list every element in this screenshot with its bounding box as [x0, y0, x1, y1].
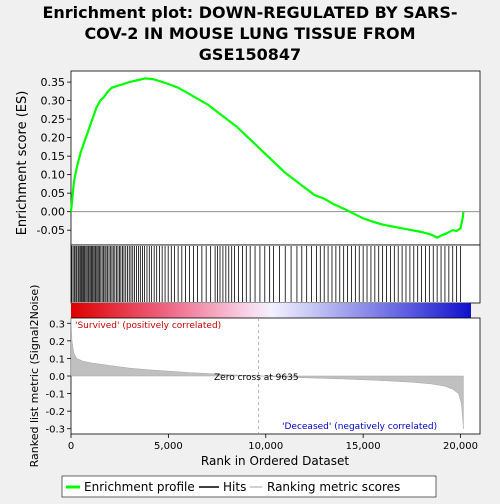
xtick-label: 15,000 — [346, 441, 381, 452]
chart-title-line-1: Enrichment plot: DOWN-REGULATED BY SARS- — [42, 3, 457, 22]
xtick-label: 0 — [68, 441, 74, 452]
es-ytick-label: 0.00 — [41, 206, 66, 219]
metric-ytick-label: 0.2 — [49, 337, 65, 348]
es-ytick-label: -0.05 — [37, 224, 65, 237]
es-layer: -0.05 0.00 0.05 0.10 0.15 0.20 0.25 0.30 0.35 — [37, 76, 480, 239]
es-line-enrichment-profile — [69, 77, 465, 239]
metric-ytick-label: 0.1 — [49, 354, 65, 365]
xtick-label: 20,000 — [443, 441, 478, 452]
hits-layer — [71, 246, 461, 302]
metric-ylabel: Ranked list metric (Signal2Noise) — [28, 285, 41, 468]
legend-label-hits: Hits — [223, 480, 246, 494]
metric-ytick-label: 0.0 — [49, 372, 65, 383]
xtick-label: 10,000 — [248, 441, 283, 452]
legend-label-enrichment: Enrichment profile — [84, 480, 195, 494]
legend-label-metric: Ranking metric scores — [267, 480, 400, 494]
es-ytick-label: 0.30 — [41, 95, 66, 108]
positive-correlation-label: 'Survived' (positively correlated) — [75, 321, 221, 331]
xtick-label: 5,000 — [154, 441, 183, 452]
metric-ytick-label: -0.3 — [45, 425, 65, 436]
metric-ytick-label: -0.2 — [45, 407, 65, 418]
metric-layer: -0.3 -0.2 -0.1 0.0 0.1 0.2 0.3 0 5,000 10,000 15,0… — [45, 317, 478, 452]
es-ylabel: Enrichment score (ES) — [15, 91, 30, 236]
chart-title-line-2: COV-2 IN MOUSE LUNG TISSUE FROM — [84, 24, 415, 43]
legend-box — [61, 475, 437, 498]
es-ytick-label: 0.25 — [41, 113, 66, 126]
es-panel — [70, 70, 481, 246]
xlabel: Rank in Ordered Dataset — [201, 454, 349, 468]
zero-cross-label: Zero cross at 9635 — [214, 373, 299, 383]
es-ytick-label: 0.10 — [41, 169, 66, 182]
metric-area — [70, 317, 464, 429]
negative-correlation-label: 'Deceased' (negatively correlated) — [282, 422, 437, 432]
metric-ytick-label: 0.3 — [49, 319, 65, 330]
es-ytick-label: 0.35 — [41, 76, 66, 89]
es-ytick-label: 0.15 — [41, 150, 66, 163]
hits-panel — [70, 244, 481, 304]
rank-gradient-bar — [71, 303, 471, 318]
es-ytick-label: 0.05 — [41, 187, 66, 200]
chart-title-line-3: GSE150847 — [199, 45, 301, 64]
es-ytick-label: 0.20 — [41, 132, 66, 145]
metric-ytick-label: -0.1 — [45, 390, 65, 401]
